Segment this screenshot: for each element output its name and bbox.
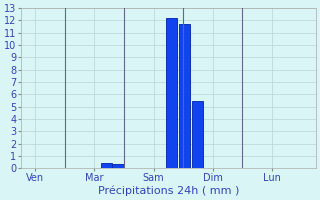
Bar	[192, 101, 204, 168]
Bar	[101, 163, 112, 168]
Bar	[179, 24, 190, 168]
Bar	[113, 164, 124, 168]
X-axis label: Précipitations 24h ( mm ): Précipitations 24h ( mm )	[98, 185, 239, 196]
Bar	[166, 18, 177, 168]
